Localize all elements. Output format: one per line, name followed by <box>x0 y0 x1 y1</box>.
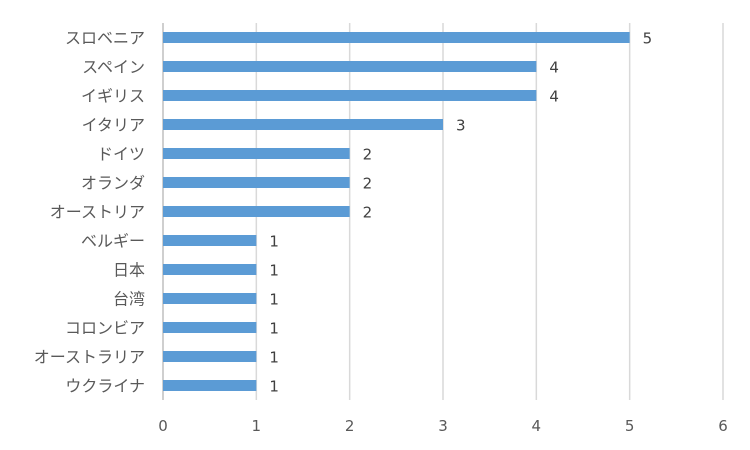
data-label: 4 <box>549 88 559 106</box>
bar <box>163 90 537 101</box>
category-label: スペイン <box>82 58 145 77</box>
x-tick-labels: 0 1 2 3 4 5 6 <box>158 417 728 435</box>
bar <box>163 61 537 72</box>
category-label: イタリア <box>82 116 145 135</box>
category-label: 台湾 <box>113 290 145 309</box>
x-tick-label: 5 <box>625 417 635 435</box>
x-tick-label: 2 <box>345 417 355 435</box>
bars <box>163 32 630 391</box>
data-label: 4 <box>549 59 559 77</box>
data-label: 5 <box>643 30 653 48</box>
data-label: 1 <box>269 291 279 309</box>
category-label: オランダ <box>81 174 145 193</box>
data-label: 1 <box>269 349 279 367</box>
bar <box>163 380 257 391</box>
data-label: 1 <box>269 378 279 396</box>
x-tick-label: 6 <box>718 417 728 435</box>
data-label: 2 <box>363 204 373 222</box>
bar <box>163 235 257 246</box>
x-tick-label: 1 <box>252 417 262 435</box>
category-label: イギリス <box>81 87 145 106</box>
data-label: 2 <box>363 146 373 164</box>
category-label: オーストラリア <box>34 348 145 367</box>
gridlines <box>162 23 724 400</box>
bar <box>163 177 350 188</box>
x-tick-label: 3 <box>438 417 448 435</box>
bar <box>163 148 350 159</box>
x-tick-label: 0 <box>158 417 168 435</box>
category-label: オーストリア <box>50 203 145 222</box>
category-label: コロンビア <box>65 319 145 338</box>
category-labels: スロベニアスペインイギリスイタリアドイツオランダオーストリアベルギー日本台湾コロ… <box>34 29 145 396</box>
x-tick-label: 4 <box>532 417 542 435</box>
category-label: ウクライナ <box>65 377 145 396</box>
bar <box>163 206 350 217</box>
data-label: 2 <box>363 175 373 193</box>
data-label: 1 <box>269 262 279 280</box>
data-labels: 5 4 4 3 2 2 2 1 1 1 1 1 1 <box>269 30 652 396</box>
data-label: 3 <box>456 117 466 135</box>
bar <box>163 293 257 304</box>
bar <box>163 264 257 275</box>
bar <box>163 351 257 362</box>
data-label: 1 <box>269 233 279 251</box>
category-label: ベルギー <box>81 232 145 251</box>
category-label: スロベニア <box>65 29 145 48</box>
category-label: ドイツ <box>97 145 145 164</box>
bar <box>163 32 630 43</box>
data-label: 1 <box>269 320 279 338</box>
bar <box>163 119 443 130</box>
bar <box>163 322 257 333</box>
category-label: 日本 <box>113 261 145 280</box>
